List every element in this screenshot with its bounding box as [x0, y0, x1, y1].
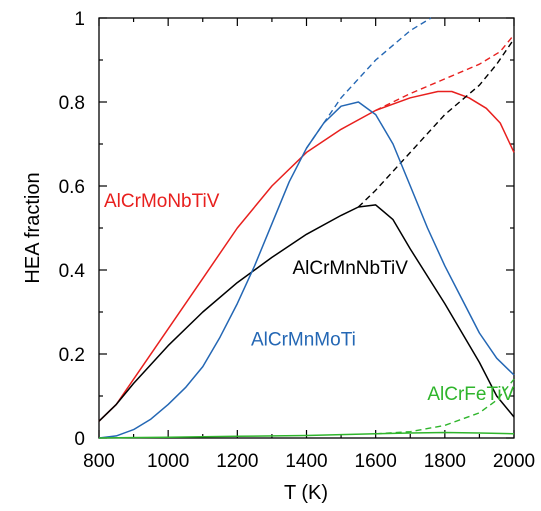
- series-dashed-line: [375, 34, 515, 112]
- x-tick-label: 1200: [216, 451, 258, 472]
- x-tick-label: 1600: [355, 451, 397, 472]
- y-tick-label: 0: [74, 429, 85, 450]
- plot-frame: [98, 17, 515, 439]
- series-dashed-line: [305, 17, 432, 149]
- y-tick-label: 0.8: [59, 93, 85, 114]
- series-solid-line: [98, 101, 515, 439]
- y-tick-label: 0.2: [59, 345, 85, 366]
- series-solid-line: [98, 431, 515, 439]
- series-label: AlCrMoNbTiV: [104, 191, 220, 212]
- series-dashed-line: [375, 378, 515, 435]
- series-lines: [98, 17, 515, 439]
- x-tick-label: 1800: [424, 451, 466, 472]
- axis-ticks: 800 1000 1200 1400 1600 1800 2000 0 0.2 0.4 0.6 0.8…: [59, 9, 536, 472]
- series-solid-line: [98, 90, 515, 422]
- series-dashed-line: [357, 38, 515, 208]
- x-axis-label: T (K): [284, 482, 328, 504]
- x-tick-label: 2000: [493, 451, 535, 472]
- y-tick-label: 1: [74, 9, 85, 30]
- y-tick-label: 0.6: [59, 177, 85, 198]
- series-label: AlCrMnMoTi: [251, 330, 356, 351]
- x-tick-label: 800: [83, 451, 115, 472]
- y-axis-label: HEA fraction: [22, 172, 44, 283]
- series-label: AlCrMnNbTiV: [292, 258, 408, 279]
- series-solid-line: [98, 204, 515, 422]
- series-label: AlCrFeTiV: [427, 384, 514, 405]
- series-labels: AlCrMoNbTiV AlCrMnNbTiV AlCrMnMoTi AlCrFeTi…: [104, 191, 515, 405]
- y-tick-label: 0.4: [59, 261, 86, 282]
- x-tick-label: 1000: [147, 451, 189, 472]
- x-tick-label: 1400: [285, 451, 327, 472]
